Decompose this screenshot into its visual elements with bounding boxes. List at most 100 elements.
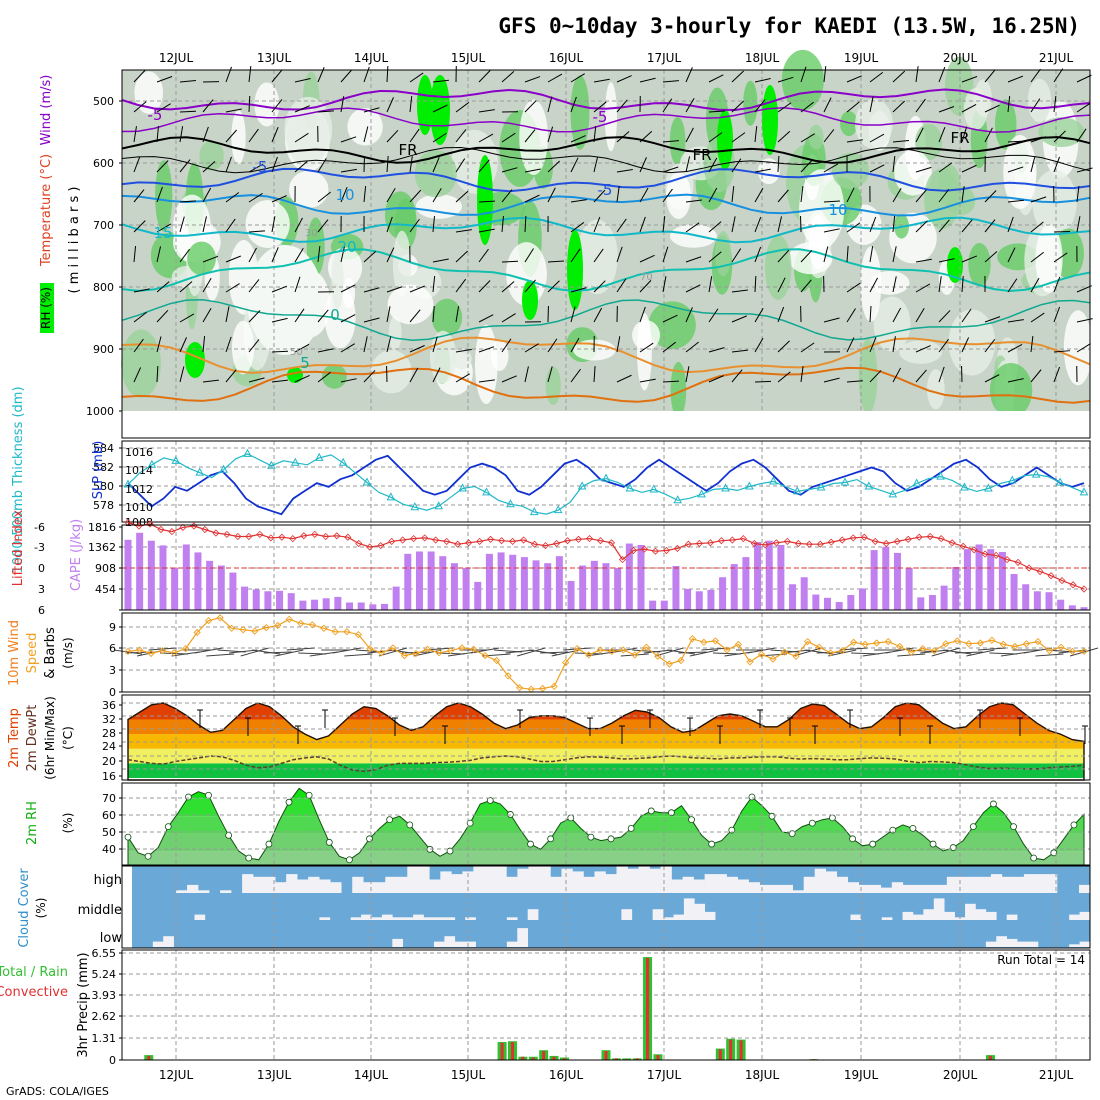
wind-barb	[708, 308, 719, 323]
wind-speed-point	[919, 644, 927, 653]
wind-barb	[570, 135, 586, 143]
cloud-low-cell	[1017, 941, 1028, 947]
surface-wind-barb	[828, 649, 857, 657]
wind-speed-point	[999, 640, 1008, 649]
wind-speed-point	[251, 627, 259, 635]
cloud-high-cell	[506, 876, 518, 893]
lifted-index-line	[127, 521, 1085, 590]
cape-bar	[346, 602, 354, 610]
lifted-index-point	[849, 534, 857, 542]
lifted-index-point	[344, 533, 352, 541]
wind-barb	[294, 77, 311, 83]
cape-bar	[182, 544, 190, 610]
cloud-high-cell	[847, 882, 860, 893]
cloud-high-cell	[407, 866, 419, 893]
cloud-high-cell	[792, 890, 805, 893]
isotherm-label: FR	[692, 146, 711, 164]
cloud-high-cell	[990, 874, 1003, 893]
wind-speed-point	[308, 621, 316, 629]
wind-barb	[409, 72, 424, 83]
wind-barb	[938, 258, 955, 263]
cape-bar	[1080, 607, 1088, 610]
wind-barb	[685, 127, 694, 143]
wind-barb	[892, 216, 896, 233]
wind-barb	[179, 79, 196, 83]
wind-barb	[731, 100, 744, 113]
thickness-point	[219, 464, 228, 473]
wind-barb	[225, 192, 240, 203]
wind-barb	[662, 188, 673, 203]
rh-contour-blob	[757, 158, 780, 185]
cloud-high-cell	[187, 884, 199, 893]
cloud-low-cell	[996, 936, 1007, 947]
wind-barb	[639, 342, 654, 353]
wind-barb	[731, 158, 742, 173]
wind-speed-point	[343, 628, 351, 636]
wind-barb	[1053, 230, 1071, 233]
wind-barb	[432, 132, 447, 143]
wind-barb	[823, 66, 827, 83]
cloud-high-cell	[957, 876, 970, 893]
slp-tick-label: 1014	[125, 464, 153, 477]
wind-barb	[938, 126, 946, 143]
rh-contour-blob	[604, 82, 618, 152]
cape-bar	[1068, 605, 1076, 610]
wind-barb	[593, 280, 606, 293]
wind-barb	[708, 74, 724, 83]
wind-barb	[363, 370, 376, 383]
date-label-bottom: 17JUL	[647, 1068, 682, 1082]
rh-high-area	[430, 75, 450, 145]
wind-barb	[823, 317, 840, 323]
cloud-middle-cell	[319, 917, 331, 920]
wind-speed-point	[1022, 640, 1031, 648]
thickness-point	[506, 499, 515, 508]
surface-wind-barb	[931, 647, 960, 657]
cape-bar	[602, 563, 610, 610]
date-label-bottom: 18JUL	[745, 1068, 780, 1082]
wind-barb	[501, 216, 504, 233]
wind-speed-point	[907, 648, 915, 656]
wind-barb	[501, 132, 516, 143]
wind-barb	[662, 216, 666, 233]
lifted-index-point	[410, 535, 418, 543]
wind-speed-point	[204, 616, 213, 625]
temp-axis-label: 2m Temp	[7, 708, 22, 768]
wind-speed-point	[492, 656, 501, 665]
lifted-index-point	[750, 539, 758, 548]
wind-speed-point	[504, 672, 512, 680]
wind-barb	[961, 76, 978, 83]
lifted-index-point	[355, 539, 363, 548]
wind-barb	[1076, 186, 1080, 203]
cloud-high-cell	[418, 866, 430, 893]
rh-point	[225, 831, 233, 839]
y-tick-label: 16	[102, 770, 116, 783]
cape-bar	[777, 544, 785, 610]
date-label-bottom: 12JUL	[159, 1068, 194, 1082]
cape-bar	[940, 585, 948, 610]
thickness-point	[721, 483, 730, 492]
lifted-index-point	[311, 530, 319, 538]
date-label-bottom: 19JUL	[844, 1068, 879, 1082]
wind-barb	[685, 199, 702, 203]
lifted-index-point	[245, 532, 253, 541]
wind-barb	[455, 129, 467, 143]
wind-barb	[662, 80, 679, 83]
rh-point	[909, 824, 917, 832]
date-label-top: 21JUL	[1039, 51, 1074, 65]
lifted-index-point	[948, 539, 956, 547]
wind-barb	[823, 129, 835, 143]
wind-barb	[156, 76, 173, 83]
wind-panel: 9 6 3 0 10m Wind Speed & Barbs (m/s)	[7, 612, 1099, 699]
rh-contour-blob	[286, 108, 329, 168]
wind-barb	[179, 159, 191, 173]
wind-barb	[570, 157, 579, 173]
wind-barb	[892, 187, 902, 203]
cloud-high-cell	[726, 876, 738, 893]
cloud-low-cell	[517, 928, 528, 947]
cape-bar	[707, 589, 715, 610]
cloud-middle-cell	[985, 911, 997, 920]
wind-barb	[294, 161, 308, 173]
lifted-index-point	[223, 530, 231, 538]
wind-barb	[1076, 128, 1087, 143]
wind-barb	[1030, 251, 1044, 263]
